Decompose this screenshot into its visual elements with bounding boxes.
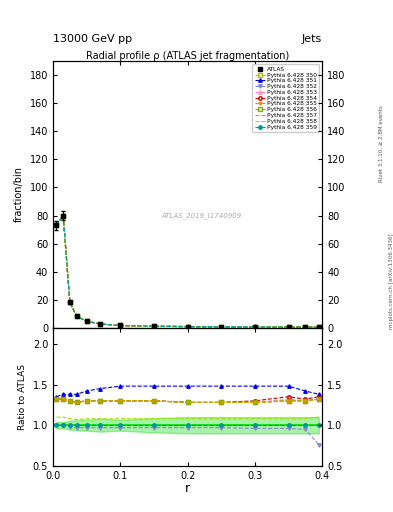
Text: mcplots.cern.ch [arXiv:1306.3436]: mcplots.cern.ch [arXiv:1306.3436] <box>389 234 393 329</box>
Text: 13000 GeV pp: 13000 GeV pp <box>53 33 132 44</box>
Y-axis label: fraction/bin: fraction/bin <box>14 166 24 223</box>
Text: Jets: Jets <box>302 33 322 44</box>
Text: ATLAS_2019_I1740909: ATLAS_2019_I1740909 <box>161 212 241 219</box>
Y-axis label: Ratio to ATLAS: Ratio to ATLAS <box>18 364 27 430</box>
X-axis label: r: r <box>185 482 190 495</box>
Text: Rivet 3.1.10, ≥ 2.8M events: Rivet 3.1.10, ≥ 2.8M events <box>379 105 384 182</box>
Legend: ATLAS, Pythia 6.428 350, Pythia 6.428 351, Pythia 6.428 352, Pythia 6.428 353, P: ATLAS, Pythia 6.428 350, Pythia 6.428 35… <box>252 65 320 132</box>
Title: Radial profile ρ (ATLAS jet fragmentation): Radial profile ρ (ATLAS jet fragmentatio… <box>86 51 289 60</box>
